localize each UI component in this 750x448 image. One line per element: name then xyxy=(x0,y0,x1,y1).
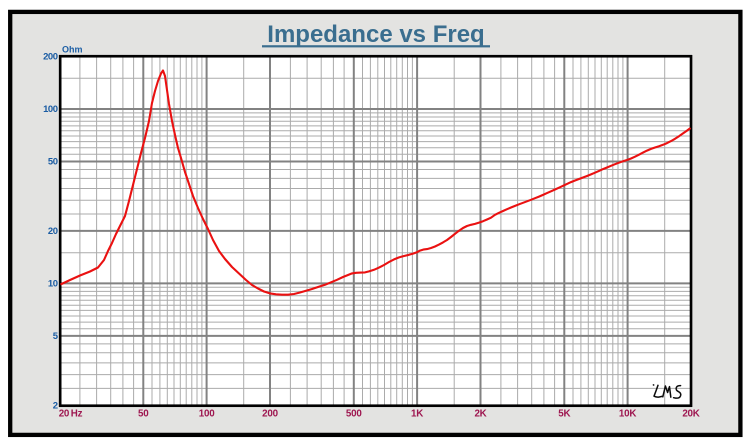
svg-text:20: 20 xyxy=(48,226,58,237)
svg-text:2K: 2K xyxy=(474,409,486,420)
svg-text:5K: 5K xyxy=(558,409,570,420)
svg-text:50: 50 xyxy=(138,409,149,420)
svg-text:20: 20 xyxy=(59,409,70,420)
svg-text:10: 10 xyxy=(48,279,58,290)
svg-text:500: 500 xyxy=(346,409,362,420)
svg-text:Impedance vs Freq: Impedance vs Freq xyxy=(267,21,484,48)
svg-text:Ohm: Ohm xyxy=(62,44,83,54)
svg-text:Hz: Hz xyxy=(71,409,83,420)
svg-text:100: 100 xyxy=(199,409,215,420)
svg-text:20K: 20K xyxy=(682,409,699,420)
svg-text:50: 50 xyxy=(48,157,58,168)
svg-text:200: 200 xyxy=(43,52,58,63)
svg-text:200: 200 xyxy=(262,409,278,420)
svg-text:2: 2 xyxy=(53,401,58,412)
svg-text:10K: 10K xyxy=(619,409,636,420)
svg-text:5: 5 xyxy=(53,331,59,342)
svg-text:100: 100 xyxy=(43,104,58,115)
svg-text:1K: 1K xyxy=(411,409,423,420)
